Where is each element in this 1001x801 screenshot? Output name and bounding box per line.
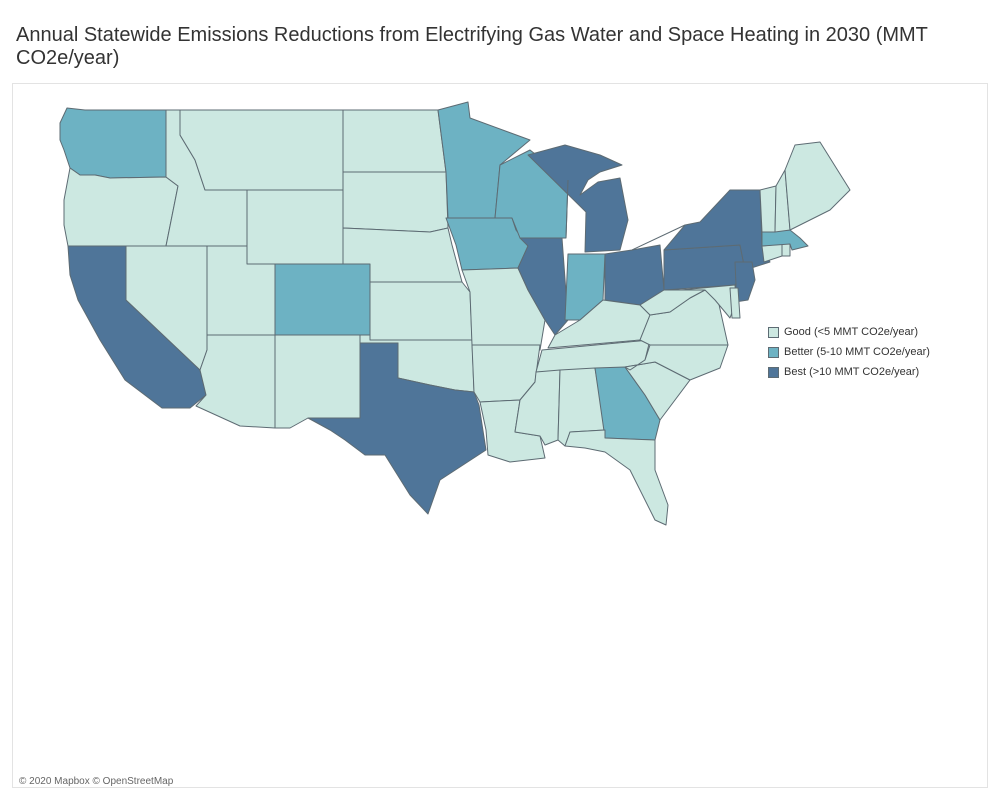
state-oregon[interactable] — [63, 167, 179, 247]
lake-michigan-shore — [565, 179, 569, 239]
legend-item-best[interactable]: Best (>10 MMT CO2e/year) — [768, 362, 930, 382]
state-washington[interactable] — [59, 107, 167, 179]
legend-item-good[interactable]: Good (<5 MMT CO2e/year) — [768, 322, 930, 342]
legend-swatch-best — [768, 366, 779, 378]
state-arizona[interactable] — [195, 334, 276, 429]
legend: Good (<5 MMT CO2e/year) Better (5-10 MMT… — [768, 322, 930, 382]
state-connecticut[interactable] — [761, 243, 783, 263]
state-florida[interactable] — [564, 429, 669, 526]
map-attribution: © 2020 Mapbox © OpenStreetMap — [19, 776, 174, 787]
state-north-dakota[interactable] — [342, 109, 447, 173]
state-delaware[interactable] — [729, 287, 741, 319]
state-vermont[interactable] — [759, 185, 777, 233]
state-maine[interactable] — [784, 141, 851, 231]
state-massachusetts[interactable] — [761, 229, 809, 251]
state-colorado[interactable] — [274, 263, 371, 336]
state-new-jersey[interactable] — [734, 261, 756, 303]
state-texas[interactable] — [307, 342, 487, 515]
state-pennsylvania[interactable] — [663, 244, 746, 291]
lake-erie-shore — [631, 224, 686, 251]
legend-label-better: Better (5-10 MMT CO2e/year) — [784, 346, 930, 358]
state-north-carolina[interactable] — [624, 344, 729, 381]
state-new-mexico[interactable] — [274, 334, 361, 429]
state-rhode-island[interactable] — [781, 243, 791, 257]
legend-swatch-better — [768, 346, 779, 358]
state-michigan[interactable] — [527, 144, 629, 253]
state-maryland[interactable] — [679, 284, 737, 319]
legend-item-better[interactable]: Better (5-10 MMT CO2e/year) — [768, 342, 930, 362]
state-montana[interactable] — [179, 109, 344, 191]
state-kansas[interactable] — [369, 281, 473, 341]
state-wyoming[interactable] — [246, 189, 344, 265]
legend-label-best: Best (>10 MMT CO2e/year) — [784, 366, 920, 378]
state-illinois[interactable] — [517, 237, 569, 336]
legend-label-good: Good (<5 MMT CO2e/year) — [784, 326, 918, 338]
legend-swatch-good — [768, 326, 779, 338]
state-south-dakota[interactable] — [342, 171, 449, 233]
page-title: Annual Statewide Emissions Reductions fr… — [16, 24, 928, 69]
